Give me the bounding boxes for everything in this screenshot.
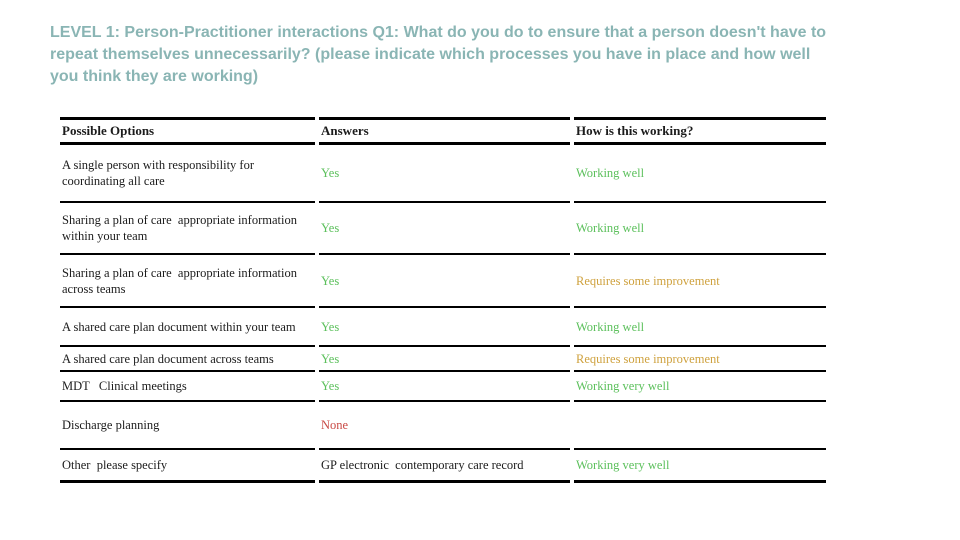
status-cell: Requires some improvement [574, 255, 826, 308]
answer-cell: Yes [319, 308, 570, 347]
option-cell: Discharge planning [60, 402, 315, 450]
answer-cell: None [319, 402, 570, 450]
table-row: MDT Clinical meetings Yes Working very w… [60, 372, 826, 402]
option-cell: MDT Clinical meetings [60, 372, 315, 402]
table-row: Other please specify GP electronic conte… [60, 450, 826, 483]
options-table: Possible Options Answers How is this wor… [56, 117, 830, 483]
col-header-how-is-this-working: How is this working? [574, 117, 826, 145]
status-cell: Working well [574, 145, 826, 203]
table-row: A shared care plan document across teams… [60, 347, 826, 372]
answer-cell: Yes [319, 145, 570, 203]
slide-title: LEVEL 1: Person-Practitioner interaction… [50, 24, 827, 85]
answer-cell: Yes [319, 203, 570, 255]
answer-cell: GP electronic contemporary care record [319, 450, 570, 483]
table-row: Sharing a plan of care appropriate infor… [60, 255, 826, 308]
table-header-row: Possible Options Answers How is this wor… [60, 117, 826, 145]
status-cell: Working well [574, 203, 826, 255]
option-cell: Sharing a plan of care appropriate infor… [60, 255, 315, 308]
table-row: Discharge planning None [60, 402, 826, 450]
col-header-possible-options: Possible Options [60, 117, 315, 145]
option-cell: A shared care plan document across teams [60, 347, 315, 372]
option-cell: A single person with responsibility for … [60, 145, 315, 203]
table-row: A single person with responsibility for … [60, 145, 826, 203]
answer-cell: Yes [319, 255, 570, 308]
option-cell: A shared care plan document within your … [60, 308, 315, 347]
answer-cell: Yes [319, 372, 570, 402]
option-cell: Sharing a plan of care appropriate infor… [60, 203, 315, 255]
status-cell: Working very well [574, 372, 826, 402]
status-cell: Requires some improvement [574, 347, 826, 372]
table-row: A shared care plan document within your … [60, 308, 826, 347]
option-cell: Other please specify [60, 450, 315, 483]
col-header-answers: Answers [319, 117, 570, 145]
answer-cell: Yes [319, 347, 570, 372]
status-cell: Working well [574, 308, 826, 347]
table-row: Sharing a plan of care appropriate infor… [60, 203, 826, 255]
status-cell [574, 402, 826, 450]
status-cell: Working very well [574, 450, 826, 483]
